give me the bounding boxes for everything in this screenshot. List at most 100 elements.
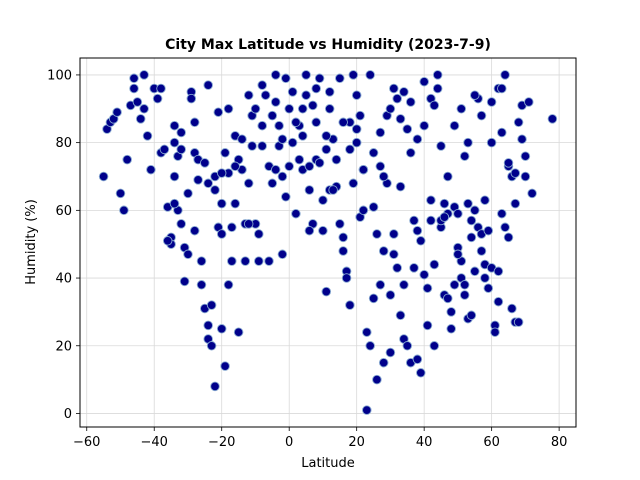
data-point xyxy=(291,117,301,128)
data-point xyxy=(402,124,413,134)
data-point xyxy=(213,107,224,117)
data-point xyxy=(375,127,386,138)
data-point xyxy=(193,175,203,185)
data-point xyxy=(510,198,521,209)
data-point xyxy=(470,205,480,216)
data-point xyxy=(368,148,379,158)
data-point xyxy=(169,198,180,209)
data-point xyxy=(513,317,524,327)
data-point xyxy=(200,158,210,168)
data-point xyxy=(378,171,389,182)
data-point xyxy=(311,117,321,128)
data-point xyxy=(466,232,477,243)
data-point xyxy=(351,137,362,148)
data-point xyxy=(453,208,463,219)
data-point xyxy=(216,324,227,334)
data-point xyxy=(419,269,429,280)
data-point xyxy=(378,357,389,368)
data-point xyxy=(449,280,460,290)
data-point xyxy=(98,171,109,182)
x-tick-label: −40 xyxy=(141,435,168,450)
data-point xyxy=(270,70,281,80)
data-point xyxy=(169,171,180,182)
x-tick-label: 20 xyxy=(348,435,365,450)
data-point xyxy=(206,300,217,310)
data-point xyxy=(243,178,254,189)
data-point xyxy=(409,263,419,273)
data-point xyxy=(395,114,406,124)
data-point xyxy=(497,208,507,219)
data-point xyxy=(412,225,423,236)
data-point xyxy=(129,83,139,94)
data-point xyxy=(358,164,369,175)
data-point xyxy=(338,232,348,243)
data-point xyxy=(267,110,278,121)
data-point xyxy=(362,405,372,415)
data-point xyxy=(456,104,467,114)
data-point xyxy=(439,212,450,222)
data-point xyxy=(405,97,416,107)
data-point xyxy=(459,280,470,290)
data-point xyxy=(345,300,355,310)
data-point xyxy=(395,181,406,192)
data-point xyxy=(250,104,261,114)
x-tick-label: 40 xyxy=(416,435,433,450)
data-point xyxy=(186,93,197,104)
data-point xyxy=(527,188,537,199)
x-tick-label: −20 xyxy=(208,435,235,450)
data-point xyxy=(517,134,527,144)
data-point xyxy=(257,141,267,151)
data-point xyxy=(119,205,129,216)
data-point xyxy=(402,341,413,351)
data-point xyxy=(220,148,230,158)
y-tick-label: 40 xyxy=(55,272,72,287)
grid-lines xyxy=(80,58,576,427)
data-point xyxy=(412,134,423,144)
data-point xyxy=(405,148,416,158)
data-point xyxy=(112,107,122,117)
data-point xyxy=(416,368,426,378)
chart-title: City Max Latitude vs Humidity (2023-7-9) xyxy=(165,37,491,53)
data-point xyxy=(169,137,180,148)
data-point xyxy=(372,229,382,239)
data-point xyxy=(223,104,234,114)
data-point xyxy=(321,144,332,155)
data-point xyxy=(547,114,558,124)
data-point xyxy=(351,124,362,134)
data-point xyxy=(372,374,382,385)
data-point xyxy=(308,100,318,111)
data-point xyxy=(422,320,433,331)
data-point xyxy=(203,80,213,90)
data-point xyxy=(324,87,335,97)
data-point xyxy=(254,229,264,239)
data-point xyxy=(142,131,153,141)
data-point xyxy=(486,97,497,107)
data-point xyxy=(206,341,217,351)
data-point xyxy=(510,168,521,178)
data-point xyxy=(277,134,288,144)
data-point xyxy=(270,97,281,107)
data-point xyxy=(507,303,517,314)
data-point xyxy=(385,347,396,358)
data-point xyxy=(368,293,379,304)
data-point xyxy=(314,73,325,84)
data-point xyxy=(429,341,440,351)
y-tick-label: 20 xyxy=(55,339,72,354)
data-point xyxy=(480,195,490,205)
data-point xyxy=(453,249,463,260)
data-point xyxy=(176,219,186,229)
data-point xyxy=(409,215,419,226)
data-point xyxy=(159,144,170,155)
data-point xyxy=(267,178,278,189)
data-point xyxy=(254,256,264,266)
data-point xyxy=(169,120,180,131)
data-point xyxy=(463,198,473,209)
data-point xyxy=(243,90,254,100)
data-point xyxy=(210,381,220,392)
data-point xyxy=(189,225,200,236)
x-tick-label: 60 xyxy=(483,435,500,450)
data-point xyxy=(281,73,291,84)
data-point xyxy=(152,93,163,104)
data-point xyxy=(446,307,456,317)
